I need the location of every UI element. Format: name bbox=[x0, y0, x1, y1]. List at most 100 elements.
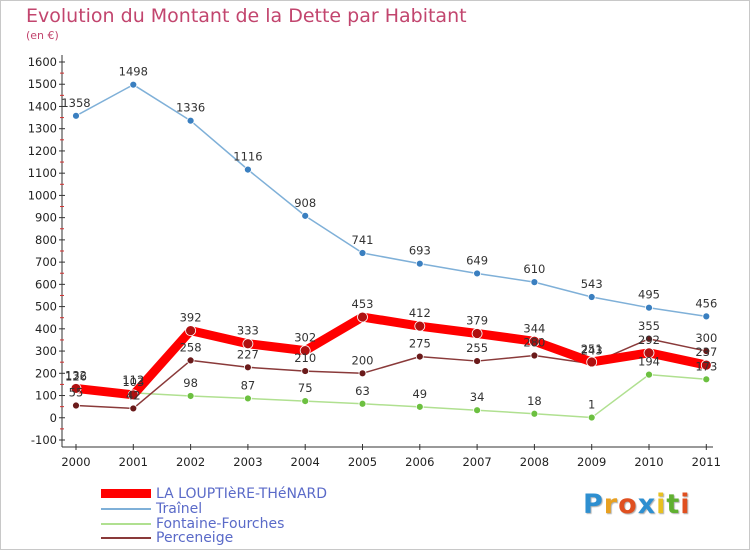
y-tick-label: 900 bbox=[35, 211, 57, 225]
proxiti-logo: Proxiti bbox=[583, 489, 691, 520]
data-label-1: 456 bbox=[695, 296, 717, 310]
series-line-0 bbox=[71, 312, 711, 400]
y-tick-label: 1100 bbox=[28, 166, 57, 180]
chart-title: Evolution du Montant de la Dette par Hab… bbox=[26, 5, 467, 27]
data-point-2 bbox=[186, 392, 195, 400]
legend-label-la-loupiere-thenard: LA LOUPTIèRE-THéNARD bbox=[156, 486, 328, 502]
data-label-3: 275 bbox=[409, 337, 431, 351]
data-point-3 bbox=[473, 357, 482, 365]
data-point-3 bbox=[530, 351, 539, 360]
data-label-3: 258 bbox=[180, 340, 202, 354]
data-label-2: 49 bbox=[412, 387, 427, 401]
data-point-0 bbox=[643, 347, 655, 359]
data-label-0: 132 bbox=[65, 368, 87, 382]
data-point-2 bbox=[301, 397, 310, 405]
data-point-0 bbox=[299, 345, 311, 357]
x-tick-label: 2004 bbox=[291, 455, 320, 469]
data-label-1: 693 bbox=[409, 244, 431, 258]
data-point-3 bbox=[645, 334, 653, 343]
logo-letter: t bbox=[666, 489, 681, 520]
data-point-2 bbox=[473, 406, 482, 415]
data-label-1: 1498 bbox=[119, 65, 148, 79]
legend-swatch-fontaine-fourches bbox=[101, 523, 151, 525]
data-label-3: 42 bbox=[126, 388, 141, 402]
data-point-3 bbox=[129, 404, 138, 413]
x-tick-label: 2003 bbox=[233, 455, 262, 469]
legend-label-perceneige: Perceneige bbox=[156, 530, 234, 546]
logo-letter: P bbox=[583, 489, 604, 520]
data-point-2 bbox=[415, 402, 424, 411]
data-label-0: 103 bbox=[122, 375, 144, 389]
y-tick-label: 1200 bbox=[28, 144, 57, 158]
data-point-0 bbox=[185, 325, 197, 337]
data-point-1 bbox=[243, 165, 252, 174]
data-label-3: 210 bbox=[294, 351, 316, 365]
data-point-1 bbox=[129, 80, 138, 89]
y-tick-label: 800 bbox=[35, 233, 57, 247]
x-tick-label: 2001 bbox=[119, 455, 148, 469]
data-point-2 bbox=[243, 394, 252, 403]
series-line-2 bbox=[75, 373, 708, 419]
x-tick-label: 2005 bbox=[348, 455, 377, 469]
data-label-3: 255 bbox=[466, 341, 488, 355]
data-point-2 bbox=[530, 409, 539, 418]
data-label-1: 908 bbox=[294, 196, 316, 210]
data-label-3: 200 bbox=[352, 353, 374, 367]
data-point-1 bbox=[587, 293, 596, 301]
data-point-1 bbox=[645, 303, 653, 312]
data-label-3: 280 bbox=[523, 336, 545, 350]
y-tick-label: 600 bbox=[35, 277, 57, 291]
data-point-2 bbox=[702, 375, 711, 384]
legend-swatch-perceneige bbox=[101, 537, 151, 539]
x-tick-label: 2011 bbox=[692, 455, 721, 469]
data-label-2: 75 bbox=[298, 381, 313, 395]
logo-letter: r bbox=[603, 489, 619, 520]
data-point-2 bbox=[645, 370, 653, 379]
data-point-0 bbox=[414, 320, 426, 332]
y-tick-label: 0 bbox=[50, 411, 57, 425]
data-point-0 bbox=[586, 356, 598, 368]
data-label-1: 741 bbox=[352, 233, 374, 247]
y-tick-label: 1600 bbox=[28, 55, 57, 69]
legend-swatch-trainel bbox=[101, 508, 151, 510]
data-label-3: 243 bbox=[581, 344, 603, 358]
data-point-1 bbox=[72, 111, 80, 120]
y-tick-label: 200 bbox=[35, 366, 57, 380]
data-point-1 bbox=[301, 211, 310, 220]
data-label-0: 237 bbox=[695, 345, 717, 359]
data-label-1: 1358 bbox=[61, 96, 90, 110]
data-label-0: 379 bbox=[466, 313, 488, 327]
data-label-1: 1116 bbox=[233, 150, 262, 164]
data-label-2: 98 bbox=[183, 376, 198, 390]
data-label-0: 292 bbox=[638, 333, 660, 347]
x-tick-label: 2010 bbox=[634, 455, 663, 469]
data-label-0: 333 bbox=[237, 324, 259, 338]
y-tick-label: 400 bbox=[35, 322, 57, 336]
data-point-0 bbox=[70, 383, 82, 394]
data-point-3 bbox=[243, 363, 252, 372]
data-label-0: 392 bbox=[180, 311, 202, 325]
data-label-2: 173 bbox=[695, 359, 717, 373]
data-label-3: 227 bbox=[237, 347, 259, 361]
data-point-3 bbox=[415, 352, 424, 361]
data-point-3 bbox=[72, 401, 80, 410]
logo-letter: x bbox=[637, 489, 657, 520]
y-tick-label: 700 bbox=[35, 255, 57, 269]
data-label-0: 251 bbox=[581, 342, 603, 356]
data-label-2: 63 bbox=[355, 384, 370, 398]
data-label-0: 453 bbox=[352, 297, 374, 311]
data-label-3: 55 bbox=[69, 386, 84, 400]
data-point-1 bbox=[473, 269, 482, 278]
logo-letter: o bbox=[618, 489, 638, 520]
legend-label-trainel: Traînel bbox=[156, 501, 203, 517]
data-label-2: 194 bbox=[638, 355, 660, 369]
data-point-2 bbox=[587, 413, 596, 422]
data-point-1 bbox=[415, 259, 424, 268]
logo-letter: i bbox=[656, 489, 667, 520]
data-point-0 bbox=[471, 328, 483, 339]
data-point-3 bbox=[301, 367, 310, 375]
data-point-3 bbox=[186, 356, 195, 365]
data-label-2: 126 bbox=[65, 370, 87, 384]
data-point-1 bbox=[358, 249, 367, 257]
